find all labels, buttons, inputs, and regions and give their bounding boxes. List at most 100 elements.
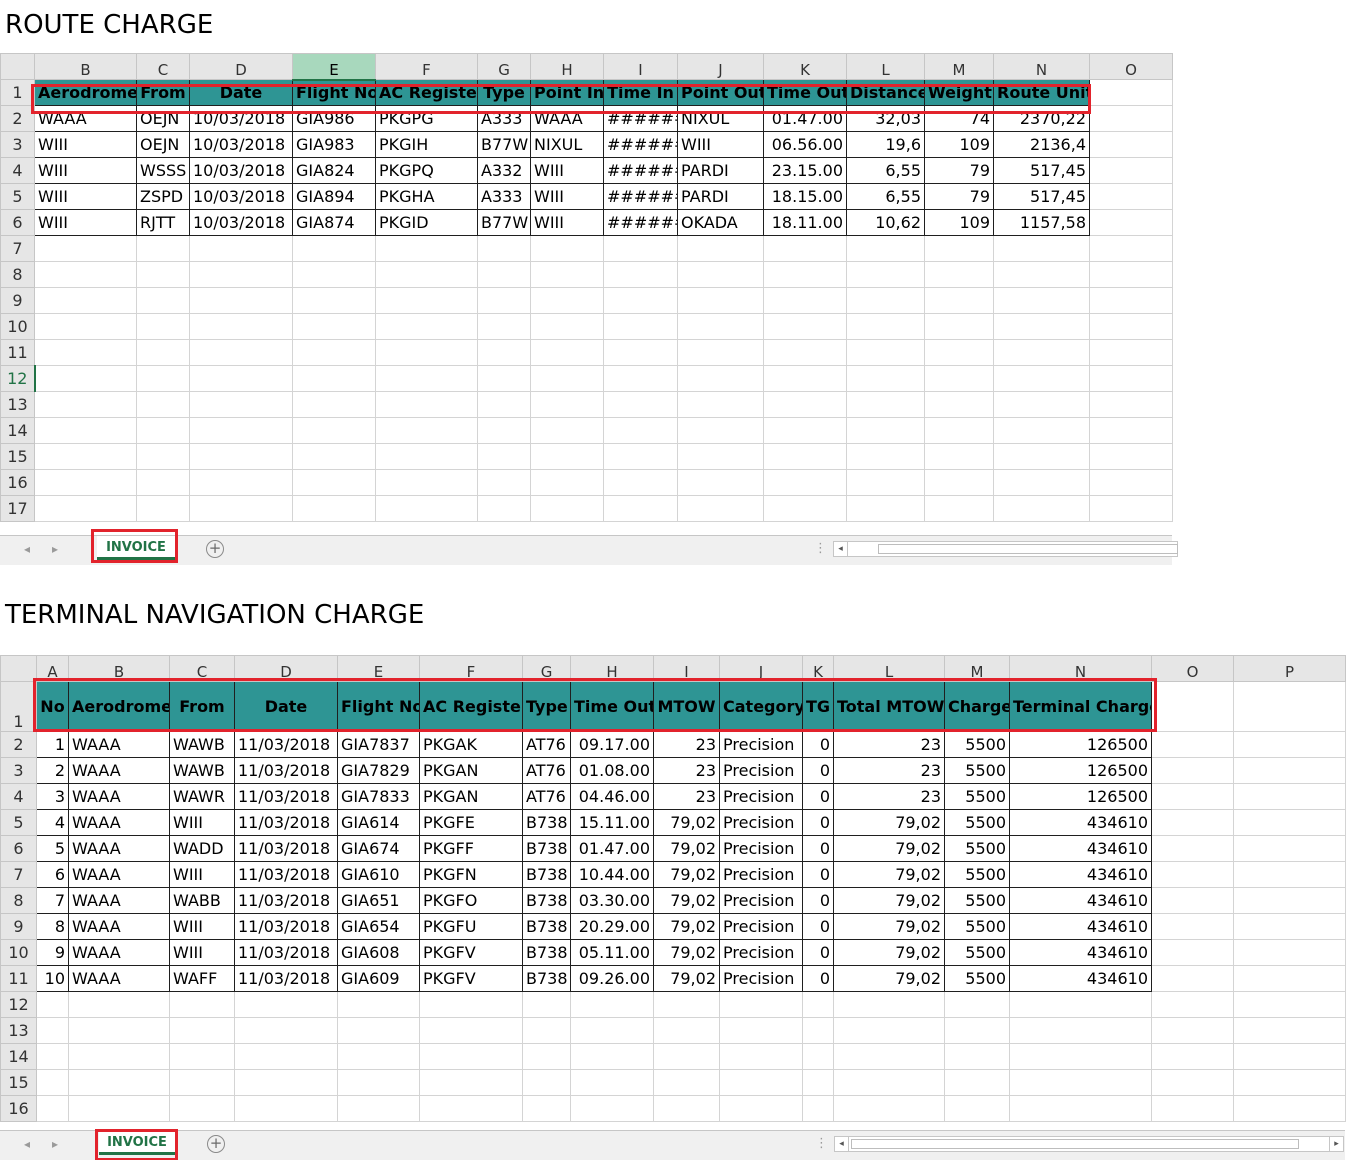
column-header[interactable]: D [234, 655, 338, 682]
empty-cell[interactable] [1233, 939, 1346, 966]
data-cell[interactable]: NIXUL [677, 105, 764, 132]
data-cell[interactable]: Precision [719, 887, 803, 914]
data-cell[interactable]: B738 [522, 965, 571, 992]
data-cell[interactable]: 434610 [1009, 835, 1152, 862]
header-cell[interactable]: No [36, 681, 69, 732]
empty-cell[interactable] [1233, 809, 1346, 836]
empty-cell[interactable] [68, 991, 170, 1018]
empty-cell[interactable] [1089, 209, 1173, 236]
data-cell[interactable]: 06.56.00 [763, 131, 847, 158]
data-cell[interactable]: WAAA [68, 913, 170, 940]
row-header[interactable]: 14 [0, 1043, 37, 1070]
empty-cell[interactable] [530, 417, 604, 444]
empty-cell[interactable] [292, 235, 376, 262]
column-header[interactable]: M [944, 655, 1010, 682]
empty-cell[interactable] [763, 495, 847, 522]
empty-cell[interactable] [530, 261, 604, 288]
empty-cell[interactable] [477, 339, 531, 366]
column-header[interactable]: I [653, 655, 720, 682]
header-cell[interactable]: From [169, 681, 235, 732]
empty-cell[interactable] [1151, 887, 1234, 914]
column-header[interactable]: E [337, 655, 420, 682]
data-cell[interactable]: WIII [169, 861, 235, 888]
header-cell[interactable]: Weight [924, 79, 994, 106]
empty-cell[interactable] [34, 235, 137, 262]
data-cell[interactable]: 434610 [1009, 809, 1152, 836]
row-header[interactable]: 9 [0, 287, 35, 314]
data-cell[interactable]: WAAA [530, 105, 604, 132]
data-cell[interactable]: 10/03/2018 [189, 209, 293, 236]
data-cell[interactable]: GIA874 [292, 209, 376, 236]
data-cell[interactable]: 5500 [944, 731, 1010, 758]
empty-cell[interactable] [719, 991, 803, 1018]
data-cell[interactable]: 79,02 [653, 861, 720, 888]
data-cell[interactable]: 11/03/2018 [234, 939, 338, 966]
empty-cell[interactable] [234, 1069, 338, 1096]
empty-cell[interactable] [34, 365, 137, 392]
empty-cell[interactable] [1089, 391, 1173, 418]
empty-cell[interactable] [993, 365, 1090, 392]
data-cell[interactable]: AT76 [522, 783, 571, 810]
data-cell[interactable]: 79,02 [653, 809, 720, 836]
data-cell[interactable]: 6,55 [846, 183, 925, 210]
data-cell[interactable]: GIA609 [337, 965, 420, 992]
empty-cell[interactable] [833, 1069, 945, 1096]
empty-cell[interactable] [189, 417, 293, 444]
column-header[interactable]: H [570, 655, 654, 682]
data-cell[interactable]: WAAA [68, 861, 170, 888]
data-cell[interactable]: Precision [719, 913, 803, 940]
data-cell[interactable]: PKGFU [419, 913, 523, 940]
empty-cell[interactable] [846, 365, 925, 392]
column-header[interactable]: O [1151, 655, 1234, 682]
data-cell[interactable]: B738 [522, 887, 571, 914]
empty-cell[interactable] [1089, 365, 1173, 392]
empty-cell[interactable] [292, 365, 376, 392]
column-header[interactable]: P [1233, 655, 1346, 682]
empty-cell[interactable] [375, 261, 478, 288]
data-cell[interactable]: PKGFO [419, 887, 523, 914]
data-cell[interactable]: PKGAN [419, 757, 523, 784]
row-header[interactable]: 7 [0, 861, 37, 888]
empty-cell[interactable] [477, 391, 531, 418]
data-cell[interactable]: 434610 [1009, 965, 1152, 992]
data-cell[interactable]: 18.15.00 [763, 183, 847, 210]
prev-sheet-icon[interactable]: ◂ [24, 1137, 31, 1151]
empty-cell[interactable] [846, 443, 925, 470]
empty-cell[interactable] [1089, 495, 1173, 522]
empty-cell[interactable] [292, 261, 376, 288]
header-cell[interactable]: Distance [846, 79, 925, 106]
data-cell[interactable]: 79,02 [833, 809, 945, 836]
scroll-thumb[interactable] [878, 544, 1178, 554]
data-cell[interactable]: PKGAN [419, 783, 523, 810]
empty-cell[interactable] [337, 1069, 420, 1096]
data-cell[interactable]: ####### [603, 209, 678, 236]
empty-cell[interactable] [292, 339, 376, 366]
empty-cell[interactable] [292, 443, 376, 470]
data-cell[interactable]: B738 [522, 913, 571, 940]
column-header[interactable]: B [34, 53, 137, 80]
data-cell[interactable]: 11/03/2018 [234, 783, 338, 810]
empty-cell[interactable] [1151, 681, 1234, 732]
empty-cell[interactable] [1089, 469, 1173, 496]
header-cell[interactable]: AC Register [375, 79, 478, 106]
column-header[interactable]: G [477, 53, 531, 80]
empty-cell[interactable] [1089, 79, 1173, 106]
data-cell[interactable]: AT76 [522, 731, 571, 758]
empty-cell[interactable] [1151, 1095, 1234, 1122]
empty-cell[interactable] [337, 991, 420, 1018]
empty-cell[interactable] [34, 443, 137, 470]
data-cell[interactable]: PKGFV [419, 939, 523, 966]
empty-cell[interactable] [846, 391, 925, 418]
data-cell[interactable]: WAAA [68, 835, 170, 862]
empty-cell[interactable] [993, 391, 1090, 418]
empty-cell[interactable] [292, 391, 376, 418]
empty-cell[interactable] [189, 443, 293, 470]
empty-cell[interactable] [677, 339, 764, 366]
data-cell[interactable]: 126500 [1009, 731, 1152, 758]
empty-cell[interactable] [677, 287, 764, 314]
data-cell[interactable]: 03.30.00 [570, 887, 654, 914]
empty-cell[interactable] [653, 1069, 720, 1096]
add-sheet-icon[interactable]: + [206, 540, 224, 558]
column-header[interactable]: N [993, 53, 1090, 80]
empty-cell[interactable] [477, 417, 531, 444]
